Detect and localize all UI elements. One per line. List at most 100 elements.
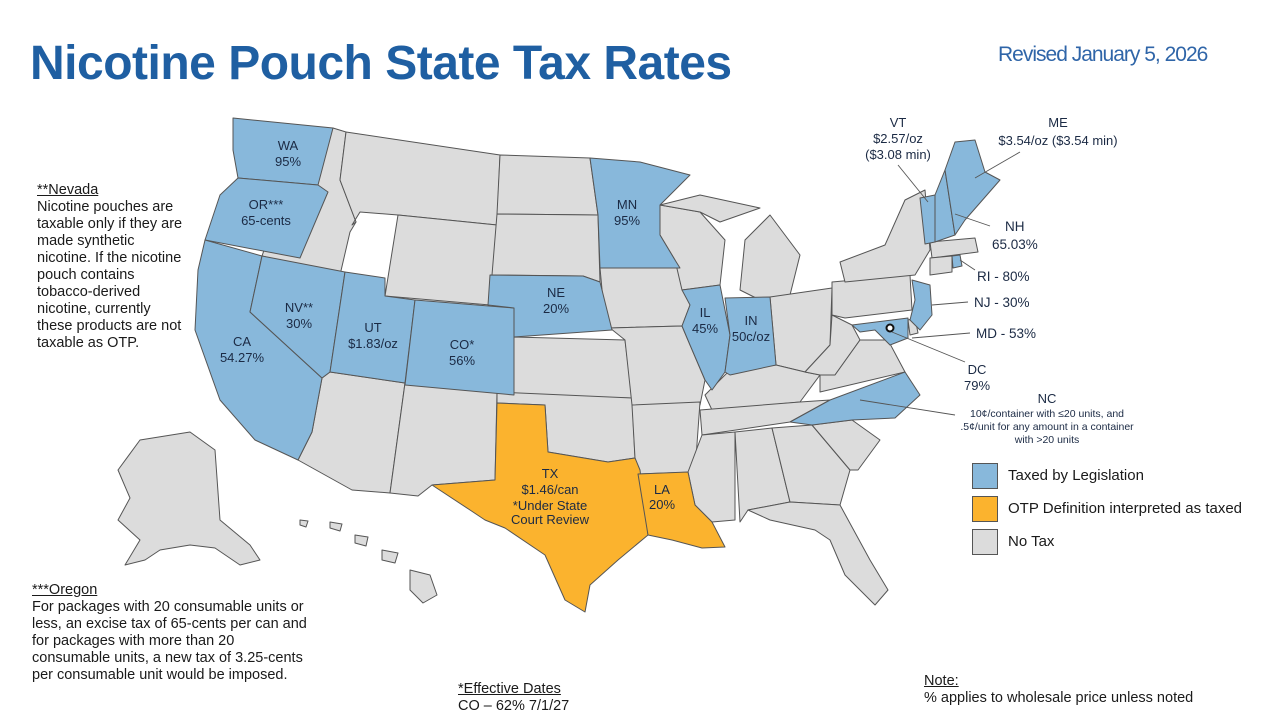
- state-MD[interactable]: [851, 317, 909, 346]
- label-NC-line2: .5¢/unit for any amount in a container: [960, 421, 1134, 433]
- label-TX-abbr: TX: [542, 466, 559, 481]
- map-legend: Taxed by Legislation OTP Definition inte…: [972, 459, 1242, 558]
- label-IN-abbr: IN: [745, 313, 758, 328]
- state-NV[interactable]: [249, 255, 346, 379]
- label-NJ: NJ - 30%: [974, 295, 1030, 310]
- label-DC-abbr: DC: [968, 362, 987, 377]
- legend-label-otp: OTP Definition interpreted as taxed: [1008, 500, 1243, 517]
- state-LA[interactable]: [637, 471, 726, 549]
- state-labels: WA 95% OR*** 65-cents CA 54.27% NV** 30%…: [220, 138, 770, 527]
- label-CA-rate: 54.27%: [220, 350, 265, 365]
- state-NE[interactable]: [487, 274, 613, 338]
- label-WA-abbr: WA: [278, 138, 299, 153]
- revised-date: Revised January 5, 2026: [998, 43, 1208, 66]
- label-IN-rate: 50c/oz: [732, 329, 770, 344]
- dc-marker: [885, 323, 895, 333]
- legend-label-no-tax: No Tax: [1008, 533, 1055, 550]
- state-CT[interactable]: [929, 255, 953, 276]
- state-CO[interactable]: [404, 299, 515, 396]
- label-CO-rate: 56%: [449, 353, 475, 368]
- label-MN-rate: 95%: [614, 213, 640, 228]
- label-TX-extra1: *Under State: [513, 498, 587, 513]
- label-CA-abbr: CA: [233, 334, 251, 349]
- label-LA-abbr: LA: [654, 482, 670, 497]
- state-GA[interactable]: [771, 424, 851, 506]
- label-VT-extra: ($3.08 min): [865, 147, 931, 162]
- state-IL[interactable]: [681, 284, 731, 391]
- state-KS[interactable]: [511, 336, 633, 399]
- state-ME[interactable]: [944, 139, 1001, 236]
- oregon-footnote-body: For packages with 20 consumable units or…: [32, 599, 307, 683]
- state-NM[interactable]: [389, 382, 498, 497]
- state-PA[interactable]: [831, 274, 913, 319]
- state-IA[interactable]: [599, 267, 691, 329]
- state-WY[interactable]: [384, 214, 498, 306]
- legend-item-otp: OTP Definition interpreted as taxed: [972, 492, 1242, 525]
- state-SD[interactable]: [491, 213, 601, 283]
- state-AK[interactable]: [117, 431, 261, 566]
- label-VT-rate: $2.57/oz: [873, 131, 923, 146]
- state-OR[interactable]: [204, 177, 329, 259]
- label-WA-rate: 95%: [275, 154, 301, 169]
- page-title: Nicotine Pouch State Tax Rates: [30, 37, 732, 90]
- label-IL-abbr: IL: [700, 305, 711, 320]
- oregon-footnote: ***Oregon For packages with 20 consumabl…: [32, 582, 307, 684]
- label-OR-abbr: OR***: [249, 197, 284, 212]
- label-ME-abbr: ME: [1048, 115, 1068, 130]
- label-NH-abbr: NH: [1005, 219, 1025, 234]
- wholesale-note: Note: % applies to wholesale price unles…: [924, 673, 1244, 707]
- label-NC-line3: with >20 units: [1014, 434, 1080, 446]
- state-FL[interactable]: [747, 501, 889, 606]
- legend-item-taxed: Taxed by Legislation: [972, 459, 1242, 492]
- state-AR[interactable]: [631, 401, 701, 475]
- wholesale-note-body: % applies to wholesale price unless note…: [924, 690, 1194, 706]
- effective-dates-note: *Effective Dates CO – 62% 7/1/27: [458, 681, 658, 715]
- nevada-footnote-heading: **Nevada: [37, 182, 99, 198]
- state-NY[interactable]: [839, 189, 931, 283]
- label-TX-extra2: Court Review: [511, 512, 590, 527]
- state-NC[interactable]: [789, 371, 921, 426]
- state-IN[interactable]: [724, 296, 777, 376]
- label-TX-rate: $1.46/can: [521, 482, 578, 497]
- label-OR-rate: 65-cents: [241, 213, 291, 228]
- state-ND[interactable]: [496, 154, 599, 216]
- label-UT-rate: $1.83/oz: [348, 336, 398, 351]
- label-NH-rate: 65.03%: [992, 237, 1038, 252]
- effective-dates-heading: *Effective Dates: [458, 681, 561, 697]
- label-NV-rate: 30%: [286, 316, 312, 331]
- label-NE-rate: 20%: [543, 301, 569, 316]
- oregon-footnote-heading: ***Oregon: [32, 582, 98, 598]
- label-CO-abbr: CO*: [450, 337, 475, 352]
- label-VT-abbr: VT: [890, 115, 907, 130]
- taxed-states: [194, 117, 1001, 461]
- wholesale-note-heading: Note:: [924, 673, 959, 689]
- legend-item-no-tax: No Tax: [972, 525, 1242, 558]
- state-MT[interactable]: [339, 131, 501, 226]
- otp-states: [431, 402, 726, 613]
- state-RI[interactable]: [951, 254, 963, 269]
- label-NC-line1: 10¢/container with ≤20 units, and: [970, 408, 1124, 420]
- legend-swatch-taxed: [972, 462, 998, 489]
- leader-lines: [859, 151, 1021, 416]
- state-TX[interactable]: [431, 402, 649, 613]
- label-NC-abbr: NC: [1038, 391, 1057, 406]
- legend-label-taxed: Taxed by Legislation: [1008, 467, 1144, 484]
- label-DC-rate: 79%: [964, 378, 990, 393]
- state-MN[interactable]: [589, 157, 691, 269]
- label-MN-abbr: MN: [617, 197, 637, 212]
- external-labels: VT $2.57/oz ($3.08 min) ME $3.54/oz ($3.…: [865, 115, 1134, 446]
- label-NE-abbr: NE: [547, 285, 565, 300]
- label-ME-rate: $3.54/oz ($3.54 min): [998, 133, 1117, 148]
- legend-swatch-no-tax: [972, 528, 998, 555]
- label-NV-abbr: NV**: [285, 300, 313, 315]
- label-UT-abbr: UT: [364, 320, 381, 335]
- label-MD: MD - 53%: [976, 326, 1036, 341]
- nevada-footnote: **Nevada Nicotine pouches are taxable on…: [37, 182, 185, 352]
- legend-swatch-otp: [972, 495, 998, 522]
- state-HI[interactable]: [299, 519, 438, 604]
- label-IL-rate: 45%: [692, 321, 718, 336]
- state-MA[interactable]: [929, 237, 979, 259]
- state-NJ[interactable]: [909, 279, 933, 331]
- effective-dates-body: CO – 62% 7/1/27: [458, 698, 570, 714]
